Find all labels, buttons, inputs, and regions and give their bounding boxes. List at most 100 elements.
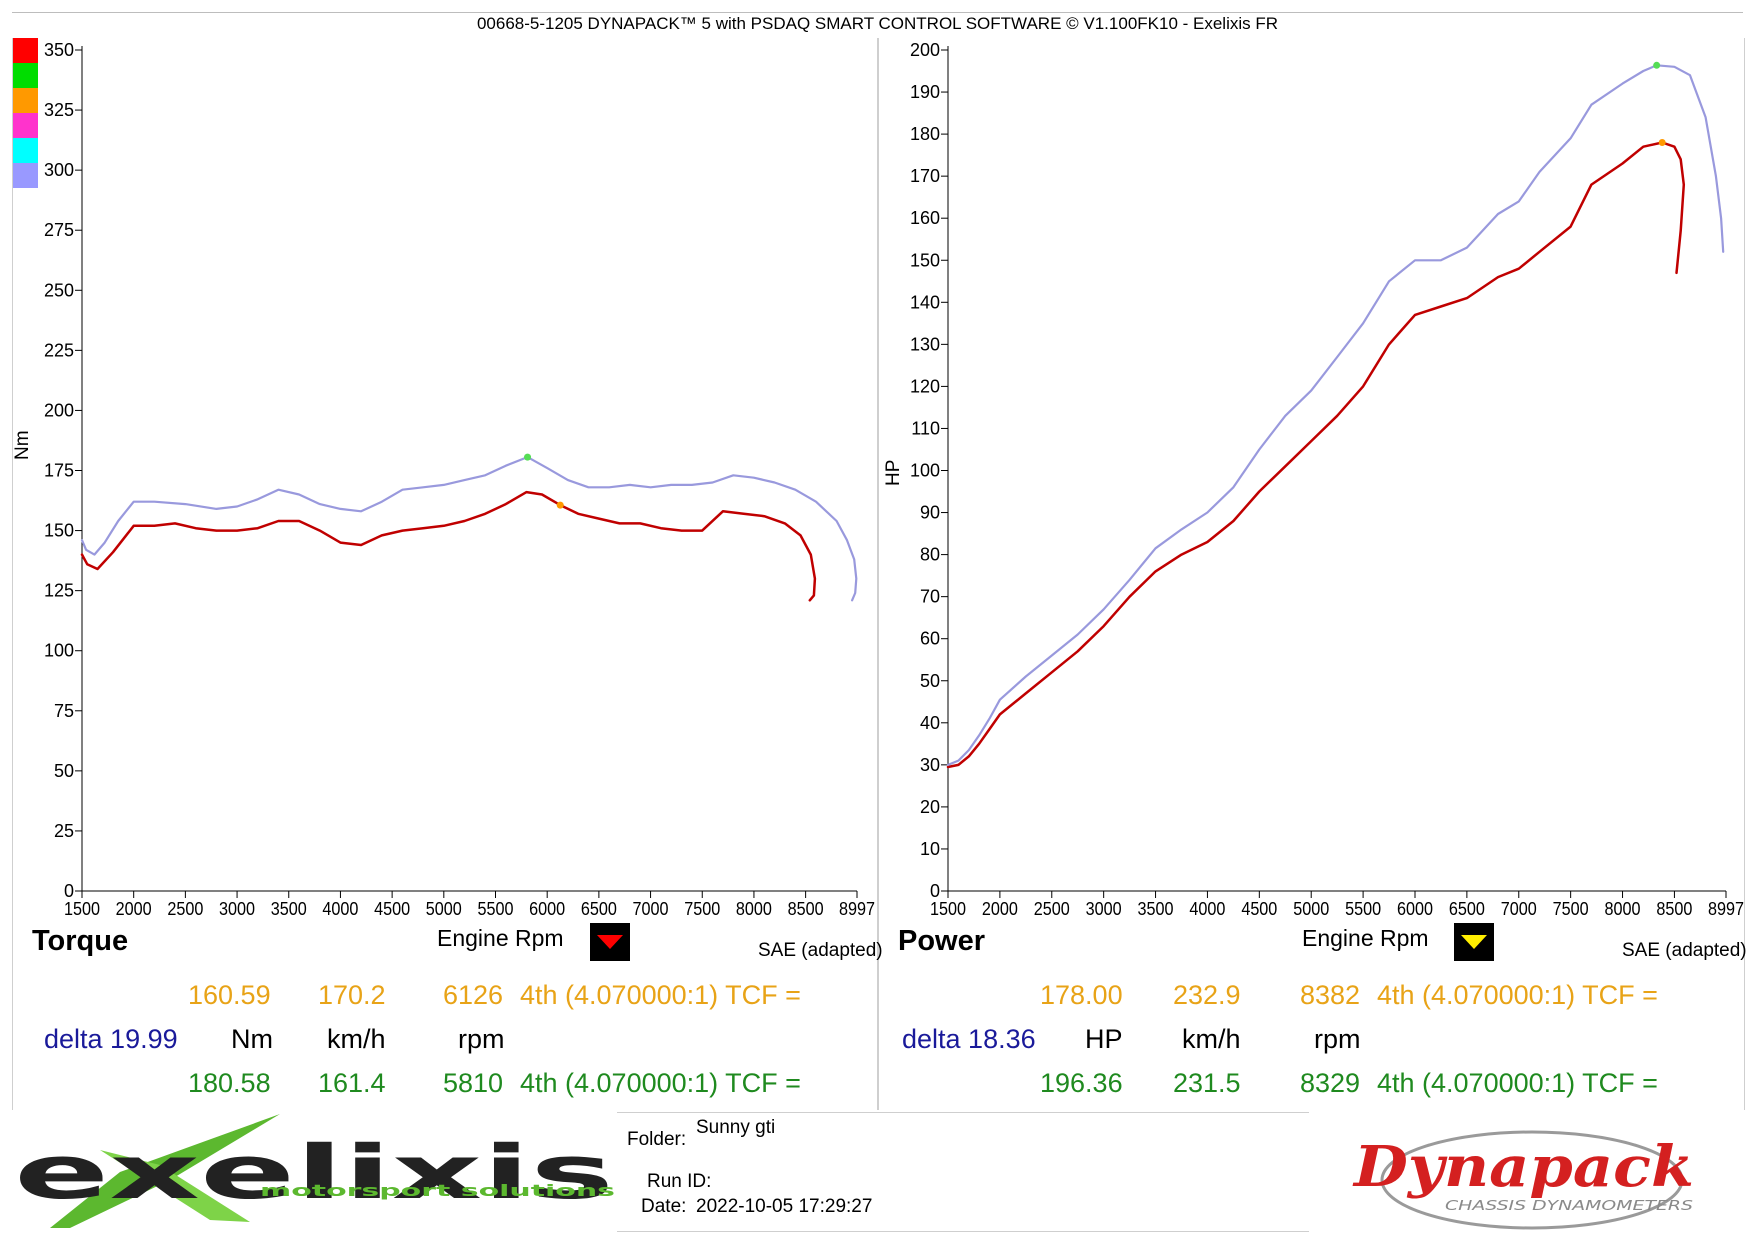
torque-row1-gear: 4th (4.070000:1) TCF = [520, 980, 801, 1010]
swatch-lavender[interactable] [13, 163, 38, 188]
torque-series-run-red [80, 490, 817, 602]
torque-y-tick-label: 200 [44, 400, 74, 420]
power-y-tick-label: 120 [910, 376, 940, 396]
torque-row2-speed: 161.4 [318, 1068, 386, 1098]
power-y-tick-label: 80 [920, 545, 940, 565]
power-x-tick-label: 6000 [1397, 899, 1433, 919]
power-x-tick-label: 3000 [1086, 899, 1122, 919]
torque-delta: delta 19.99 [44, 1024, 178, 1054]
power-y-tick-label: 170 [910, 166, 940, 186]
power-y-tick-label: 90 [920, 503, 940, 523]
dynapack-logo-tagline: CHASSIS DYNAMOMETERS [1445, 1199, 1693, 1214]
power-x-tick-label: 7000 [1501, 899, 1537, 919]
power-y-tick-label: 130 [910, 334, 940, 354]
exelixis-logo: exelixis motorsport solutions [14, 1114, 615, 1228]
torque-row1-value: 160.59 [188, 980, 271, 1010]
torque-y-tick-label: 275 [44, 220, 74, 240]
power-y-tick-label: 20 [920, 797, 940, 817]
torque-ylabel: Nm [12, 430, 33, 460]
torque-xlabel: Engine Rpm [437, 925, 564, 951]
torque-panel-frame [12, 38, 879, 1110]
torque-row1-rpm: 6126 [443, 980, 504, 1010]
power-x-tick-label: 6500 [1449, 899, 1485, 919]
power-y-tick-label: 0 [930, 881, 940, 901]
power-xlabel: Engine Rpm [1302, 925, 1429, 951]
power-y-tick-label: 180 [910, 124, 940, 144]
date-value: 2022-10-05 17:29:27 [696, 1196, 873, 1217]
power-row1-speed: 232.9 [1173, 980, 1241, 1010]
power-panel-label: Power [898, 925, 986, 957]
date-label: Date: [641, 1196, 687, 1217]
torque-x-tick-label: 8000 [736, 899, 772, 919]
power-ylabel: HP [883, 459, 904, 486]
torque-x-tick-label: 5000 [426, 899, 462, 919]
torque-row2-gear: 4th (4.070000:1) TCF = [520, 1068, 801, 1098]
power-row1-value: 178.00 [1040, 980, 1123, 1010]
power-row2-rpm: 8329 [1300, 1068, 1361, 1098]
dynapack-logo-text: Dynapack [1352, 1134, 1694, 1200]
triangle-down-yellow-icon[interactable] [1454, 923, 1494, 961]
torque-speed-unit: km/h [327, 1024, 386, 1054]
power-y-tick-label: 30 [920, 755, 940, 775]
exelixis-logo-tagline: motorsport solutions [260, 1181, 615, 1200]
torque-y-tick-label: 150 [44, 521, 74, 541]
power-x-tick-label: 7500 [1553, 899, 1589, 919]
power-row2-gear: 4th (4.070000:1) TCF = [1377, 1068, 1658, 1098]
torque-correction: SAE (adapted) [758, 940, 883, 961]
torque-x-tick-label: 1500 [64, 899, 100, 919]
power-marker-triangle [1461, 935, 1487, 949]
torque-y-tick-label: 125 [44, 581, 74, 601]
power-row2-speed: 231.5 [1173, 1068, 1241, 1098]
power-y-tick-label: 110 [911, 418, 940, 438]
torque-y-tick-label: 350 [44, 40, 74, 60]
power-y-tick-label: 60 [920, 629, 940, 649]
run-info-box: Folder: Sunny gti Run ID: Date: 2022-10-… [617, 1112, 1309, 1232]
dynapack-logo-ring [1380, 1130, 1684, 1230]
torque-y-tick-label: 100 [44, 641, 74, 661]
torque-rpm-unit: rpm [458, 1024, 505, 1054]
power-x-tick-label: 4000 [1189, 899, 1225, 919]
power-y-tick-label: 100 [910, 461, 940, 481]
torque-y-tick-label: 325 [44, 100, 74, 120]
power-row1-rpm: 8382 [1300, 980, 1361, 1010]
power-row1-gear: 4th (4.070000:1) TCF = [1377, 980, 1658, 1010]
torque-peak-marker [524, 453, 532, 461]
power-speed-unit: km/h [1182, 1024, 1241, 1054]
torque-y-tick-label: 300 [44, 160, 74, 180]
torque-peak-marker [556, 501, 564, 509]
swatch-cyan[interactable] [13, 138, 38, 163]
torque-y-tick-label: 75 [54, 701, 74, 721]
exelixis-logo-text: exelixis [14, 1130, 614, 1216]
power-unit: HP [1085, 1024, 1123, 1054]
power-y-tick-label: 10 [920, 839, 940, 859]
power-peak-marker [1653, 61, 1661, 69]
swatch-orange[interactable] [13, 88, 38, 113]
power-y-tick-label: 160 [910, 208, 940, 228]
torque-x-tick-label: 7500 [684, 899, 720, 919]
torque-x-tick-label: 2000 [116, 899, 152, 919]
power-series-run-lavender [946, 64, 1725, 767]
power-y-tick-label: 140 [910, 292, 940, 312]
folder-value: Sunny gti [696, 1117, 776, 1138]
swatch-red[interactable] [13, 38, 38, 63]
torque-y-tick-label: 225 [44, 340, 74, 360]
power-x-tick-label: 5000 [1293, 899, 1329, 919]
torque-panel-label: Torque [32, 925, 129, 957]
power-x-tick-label: 8500 [1656, 899, 1692, 919]
power-x-tick-label: 8997 [1708, 899, 1744, 919]
torque-row2-value: 180.58 [188, 1068, 271, 1098]
swatch-green[interactable] [13, 63, 38, 88]
torque-x-tick-label: 8500 [788, 899, 824, 919]
power-x-tick-label: 3500 [1138, 899, 1174, 919]
power-series-run-red [946, 141, 1686, 769]
triangle-down-red-icon[interactable] [590, 923, 630, 961]
power-y-tick-label: 70 [920, 587, 940, 607]
torque-row2-rpm: 5810 [443, 1068, 504, 1098]
torque-x-tick-label: 8997 [839, 899, 875, 919]
torque-y-tick-label: 250 [44, 280, 74, 300]
swatch-magenta[interactable] [13, 113, 38, 138]
torque-x-tick-label: 3500 [271, 899, 307, 919]
torque-x-tick-label: 2500 [167, 899, 203, 919]
power-x-tick-label: 5500 [1345, 899, 1381, 919]
power-x-tick-label: 2500 [1034, 899, 1070, 919]
